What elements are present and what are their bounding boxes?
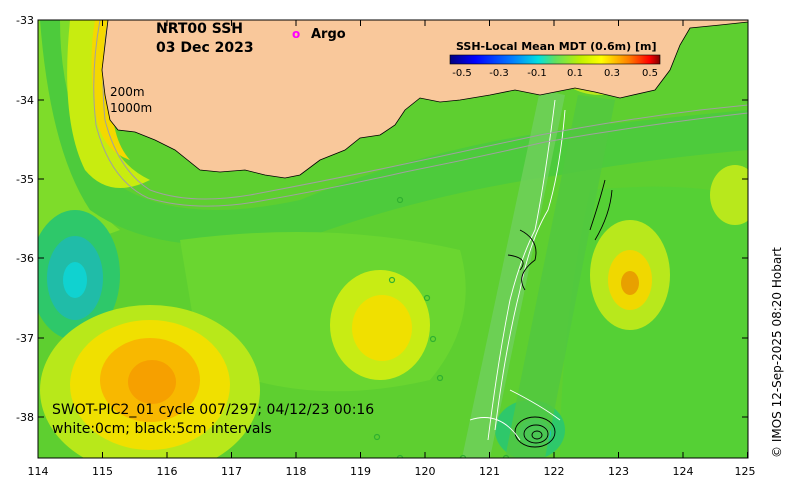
field-zone-coastal-yellow xyxy=(67,20,160,188)
colorbar-tick: 0.5 xyxy=(642,68,658,79)
colorbar-tick: -0.3 xyxy=(489,68,509,79)
depth-label-1000m: 1000m xyxy=(110,101,152,115)
lon-tick-label: 117 xyxy=(221,465,242,478)
lat-tick-label: -34 xyxy=(16,94,34,107)
field-zone-ne-yellow xyxy=(710,165,748,225)
plot-frame xyxy=(37,19,749,459)
lon-tick-label: 120 xyxy=(415,465,436,478)
lon-axis: 114 115 116 117 118 119 120 121 122 123 … xyxy=(28,20,756,478)
swot-caption: SWOT-PIC2_01 cycle 007/297; 04/12/23 00:… xyxy=(52,402,374,418)
eddy-warm-center-core xyxy=(352,295,412,361)
argo-legend-marker: o xyxy=(292,27,300,41)
lat-axis: -33 -34 -35 -36 -37 -38 xyxy=(16,14,748,424)
lat-tick-label: -33 xyxy=(16,14,34,27)
imos-credit: © IMOS 12-Sep-2025 08:20 Hobart xyxy=(770,247,784,458)
lat-tick-label: -38 xyxy=(16,411,34,424)
swot-contour-note: white:0cm; black:5cm intervals xyxy=(52,421,272,437)
eddy-warm-east-core xyxy=(621,271,639,295)
eddy-warm-sw-core xyxy=(128,360,176,404)
colorbar: SSH-Local Mean MDT (0.6m) [m] -0.5 -0.3 … xyxy=(449,40,661,79)
colorbar-tick: 0.3 xyxy=(604,68,620,79)
lon-tick-label: 123 xyxy=(608,465,629,478)
swot-swath-east xyxy=(505,95,615,458)
lon-tick-label: 122 xyxy=(544,465,565,478)
swot-contours xyxy=(469,99,613,448)
colorbar-title: SSH-Local Mean MDT (0.6m) [m] xyxy=(456,40,656,53)
depth-contours xyxy=(93,20,748,207)
map-date: 03 Dec 2023 xyxy=(156,40,254,56)
lon-tick-label: 124 xyxy=(673,465,694,478)
lon-tick-label: 115 xyxy=(92,465,113,478)
lon-tick-label: 121 xyxy=(479,465,500,478)
lat-tick-label: -35 xyxy=(16,173,34,186)
argo-legend-label: Argo xyxy=(311,27,346,42)
argo-floats xyxy=(373,196,510,458)
lon-tick-label: 114 xyxy=(28,465,49,478)
swot-swath-west xyxy=(462,90,565,458)
lon-tick-label: 125 xyxy=(735,465,756,478)
colorbar-tick: -0.1 xyxy=(527,68,547,79)
plot-area xyxy=(38,20,748,458)
map-title: NRT00 SSH xyxy=(156,21,243,37)
colorbar-tick: -0.5 xyxy=(452,68,472,79)
lat-tick-label: -36 xyxy=(16,252,34,265)
eddy-cold-west-core xyxy=(63,262,87,298)
lon-tick-label: 119 xyxy=(350,465,371,478)
lat-tick-label: -37 xyxy=(16,332,34,345)
lon-tick-label: 116 xyxy=(157,465,178,478)
lon-tick-label: 118 xyxy=(286,465,307,478)
colorbar-gradient xyxy=(449,54,661,65)
colorbar-tick: 0.1 xyxy=(567,68,583,79)
depth-label-200m: 200m xyxy=(110,85,145,99)
